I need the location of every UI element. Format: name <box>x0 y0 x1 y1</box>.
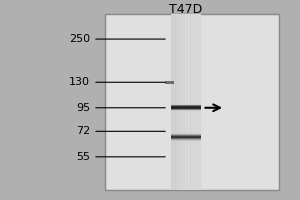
Bar <box>198 14 199 190</box>
Bar <box>186 14 188 190</box>
Bar <box>195 14 196 190</box>
Bar <box>174 14 176 190</box>
Bar <box>171 135 201 136</box>
Bar <box>174 14 175 190</box>
Bar <box>180 14 181 190</box>
Bar <box>171 139 201 140</box>
Bar <box>196 14 197 190</box>
Bar <box>176 14 177 190</box>
Bar <box>184 14 186 190</box>
Bar <box>190 14 191 190</box>
Bar <box>171 105 201 106</box>
Bar <box>185 14 186 190</box>
Bar <box>200 14 201 190</box>
Bar <box>171 133 201 134</box>
Bar <box>178 14 179 190</box>
Bar <box>192 14 194 190</box>
Bar <box>195 14 196 190</box>
Bar <box>199 14 200 190</box>
Bar <box>175 14 176 190</box>
Bar <box>192 14 193 190</box>
Bar <box>187 14 188 190</box>
Bar <box>171 107 201 108</box>
Text: 130: 130 <box>69 77 90 87</box>
Bar <box>188 14 189 190</box>
Bar <box>171 14 172 190</box>
Bar <box>171 138 201 139</box>
Bar <box>171 108 201 109</box>
Bar <box>200 14 201 190</box>
Bar <box>182 14 183 190</box>
Bar <box>197 14 198 190</box>
Bar <box>186 14 187 190</box>
Bar <box>178 14 180 190</box>
FancyBboxPatch shape <box>171 14 201 190</box>
Bar <box>179 14 180 190</box>
Bar <box>189 14 190 190</box>
Bar <box>172 14 174 190</box>
Bar <box>171 141 201 142</box>
Text: T47D: T47D <box>169 3 202 16</box>
Bar <box>180 14 182 190</box>
Bar <box>171 137 201 138</box>
Bar <box>183 14 184 190</box>
Bar <box>182 14 183 190</box>
Bar <box>171 108 201 109</box>
Bar <box>171 108 201 109</box>
Bar <box>171 109 201 110</box>
Bar <box>171 106 201 107</box>
Text: 95: 95 <box>76 103 90 113</box>
Text: 250: 250 <box>69 34 90 44</box>
Bar <box>190 14 192 190</box>
Bar <box>171 106 201 107</box>
Bar <box>171 106 201 107</box>
Bar <box>171 109 201 110</box>
Bar <box>171 136 201 137</box>
FancyBboxPatch shape <box>105 14 279 190</box>
Bar <box>171 107 201 108</box>
Bar <box>171 14 172 190</box>
Bar <box>171 105 201 106</box>
Bar <box>171 105 201 106</box>
Bar <box>172 14 173 190</box>
Bar <box>198 14 200 190</box>
Bar <box>171 140 201 141</box>
Bar <box>189 14 190 190</box>
Bar <box>173 14 174 190</box>
Bar <box>188 14 189 190</box>
Bar <box>171 107 201 108</box>
Bar <box>171 105 201 106</box>
Bar <box>177 14 178 190</box>
Bar <box>194 14 195 190</box>
Bar <box>196 14 198 190</box>
Bar <box>171 134 201 135</box>
Bar <box>171 105 201 106</box>
Text: 55: 55 <box>76 152 90 162</box>
Bar <box>171 106 201 107</box>
Bar <box>184 14 185 190</box>
Bar <box>181 14 182 190</box>
Bar <box>183 14 184 190</box>
Bar <box>165 81 174 84</box>
Bar <box>193 14 194 190</box>
Bar <box>171 109 201 110</box>
Text: 72: 72 <box>76 126 90 136</box>
Bar <box>194 14 195 190</box>
Bar <box>171 109 201 110</box>
Bar <box>191 14 192 190</box>
Bar <box>171 107 201 108</box>
Bar <box>176 14 177 190</box>
Bar <box>177 14 178 190</box>
Bar <box>171 108 201 109</box>
